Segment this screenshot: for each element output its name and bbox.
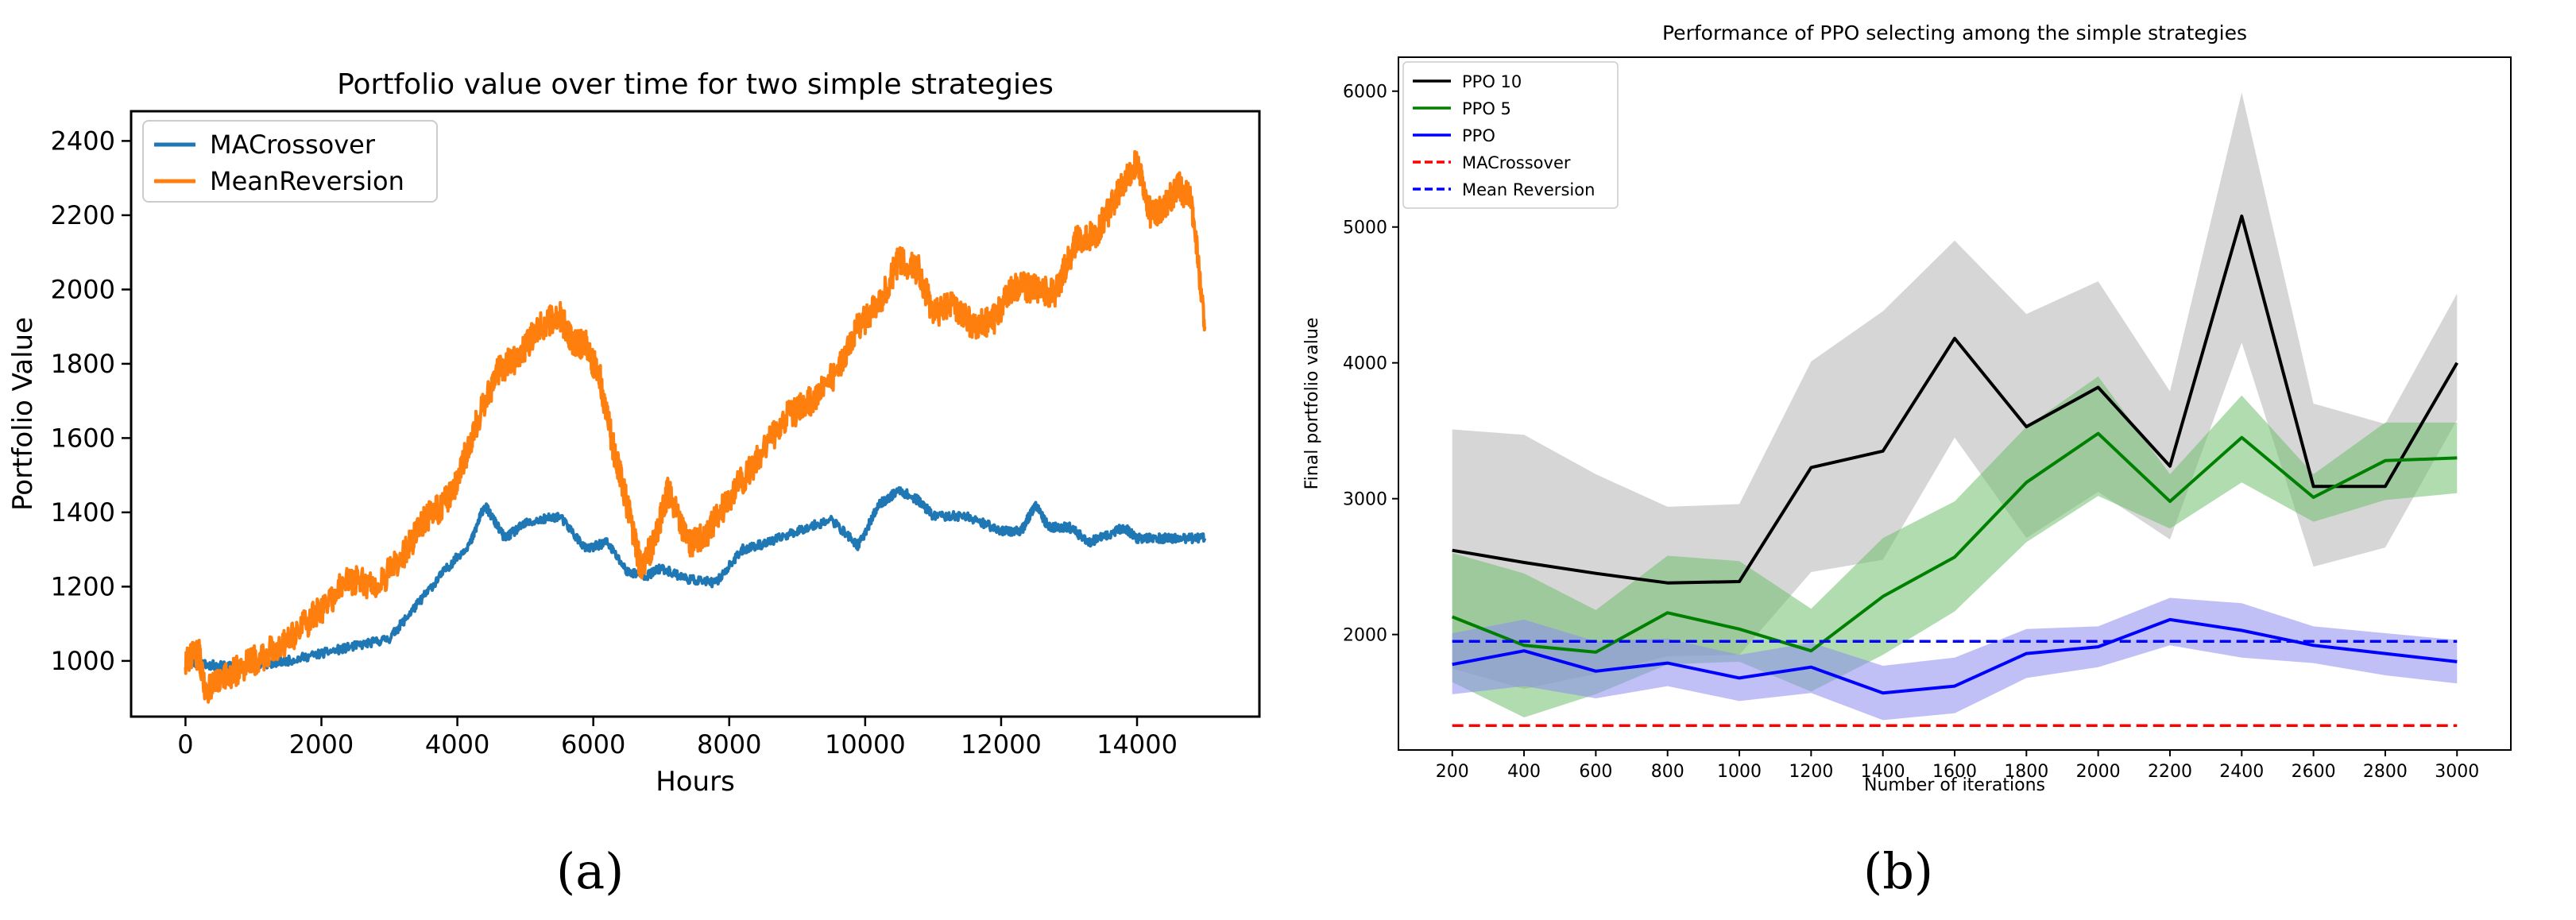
- chart-b-xtick-label: 400: [1507, 762, 1541, 782]
- chart-b-ytick-label: 4000: [1343, 354, 1387, 374]
- chart-b-legend-label-ppo-5: PPO 5: [1462, 99, 1511, 118]
- panel-label-b: (b): [1863, 842, 1934, 900]
- chart-a-ytick-label: 2200: [51, 200, 115, 230]
- panel-label-a: (a): [556, 842, 625, 900]
- chart-b-legend-label-ppo-10: PPO 10: [1462, 72, 1522, 91]
- chart-b-title: Performance of PPO selecting among the s…: [1662, 21, 2247, 44]
- chart-a-ytick-label: 2000: [51, 274, 115, 304]
- chart-b-ytick-label: 3000: [1343, 490, 1387, 510]
- chart-a-xtick-label: 8000: [697, 729, 761, 760]
- chart-a-legend-label-macrossover: MACrossover: [210, 129, 376, 160]
- chart-b-xlabel: Number of iterations: [1864, 775, 2045, 795]
- chart-b-band-ppo-10: [1452, 92, 2458, 690]
- chart-b-legend-label-macrossover: MACrossover: [1462, 153, 1571, 172]
- chart-b-xtick-label: 2200: [2148, 762, 2192, 782]
- chart-a-line-macrossover: [184, 486, 1207, 673]
- chart-a-ytick-label: 1400: [51, 497, 115, 528]
- chart-b-xtick-label: 1200: [1789, 762, 1833, 782]
- chart-a-plot-frame: [130, 110, 1261, 718]
- chart-a-xtick-label: 0: [177, 729, 193, 760]
- chart-b-xtick-label: 200: [1436, 762, 1469, 782]
- chart-a-xtick-label: 6000: [561, 729, 625, 760]
- chart-b-ytick-label: 5000: [1343, 218, 1387, 238]
- chart-b-legend: PPO 10 PPO 5 PPO MACrossover Mean Reversion: [1402, 61, 1619, 209]
- chart-a-ytick-label: 1200: [51, 571, 115, 601]
- chart-b-plot-frame: [1398, 56, 2512, 751]
- chart-b-ytick-label: 2000: [1343, 626, 1387, 646]
- chart-a-ytick-label: 2400: [51, 126, 115, 156]
- chart-a-legend-box: [142, 120, 438, 203]
- chart-b-xtick-label: 1000: [1717, 762, 1762, 782]
- chart-b-xtick-label: 800: [1651, 762, 1684, 782]
- chart-a-ytick-label: 1600: [51, 423, 115, 453]
- chart-a-xtick-label: 10000: [825, 729, 906, 760]
- chart-a-xtick-label: 2000: [289, 729, 354, 760]
- chart-a-legend-label-meanreversion: MeanReversion: [210, 166, 404, 196]
- chart-b-xtick-label: 2400: [2219, 762, 2264, 782]
- chart-a-xlabel: Hours: [656, 766, 735, 798]
- chart-b-line-ppo-5: [1451, 431, 2458, 654]
- chart-b-xtick-label: 2000: [2076, 762, 2121, 782]
- chart-b-legend-label-mean-reversion: Mean Reversion: [1462, 180, 1595, 199]
- chart-b-band-ppo: [1452, 597, 2458, 721]
- chart-a-series: [184, 149, 1207, 704]
- chart-b-line-ppo-10: [1452, 215, 2459, 585]
- chart-a-line-meanreversion: [184, 149, 1207, 704]
- chart-b-xtick-label: 600: [1579, 762, 1612, 782]
- chart-b-ylabel: Final portfolio value: [1302, 318, 1322, 490]
- chart-b-confidence-bands: [1452, 92, 2458, 721]
- chart-a-ylabel: Portfolio Value: [7, 317, 39, 511]
- chart-b-ppo-performance: 200 400 600 800 1000 1200 1400 1600 1800 2000 2200…: [1302, 21, 2512, 795]
- chart-b-xtick-label: 1600: [1932, 762, 1977, 782]
- chart-b-xtick-label: 2800: [2363, 762, 2408, 782]
- chart-a-ticks: 0 2000 4000 6000 8000 10000 12000 14000 1000 1200…: [51, 126, 1178, 760]
- chart-a-portfolio-over-time: 0 2000 4000 6000 8000 10000 12000 14000 1000 1200…: [7, 68, 1261, 798]
- chart-a-title: Portfolio value over time for two simple…: [337, 68, 1054, 101]
- chart-b-xtick-label: 1800: [2004, 762, 2048, 782]
- chart-b-xtick-label: 1400: [1861, 762, 1905, 782]
- chart-a-xtick-label: 4000: [425, 729, 489, 760]
- chart-b-ytick-label: 6000: [1343, 83, 1387, 102]
- chart-b-legend-box: [1402, 61, 1619, 209]
- chart-a-xtick-label: 14000: [1097, 729, 1178, 760]
- chart-b-ticks: 200 400 600 800 1000 1200 1400 1600 1800 2000 2200…: [1343, 83, 2479, 782]
- chart-a-ytick-label: 1000: [51, 646, 115, 676]
- chart-b-legend-label-ppo: PPO: [1462, 126, 1495, 145]
- chart-a-ytick-label: 1800: [51, 349, 115, 379]
- chart-b-xtick-label: 2600: [2292, 762, 2336, 782]
- chart-a-xtick-label: 12000: [961, 729, 1042, 760]
- chart-b-xtick-label: 3000: [2435, 762, 2479, 782]
- chart-a-legend: MACrossover MeanReversion: [142, 120, 438, 203]
- chart-b-series: [1451, 215, 2459, 727]
- chart-b-band-ppo-5: [1452, 376, 2458, 717]
